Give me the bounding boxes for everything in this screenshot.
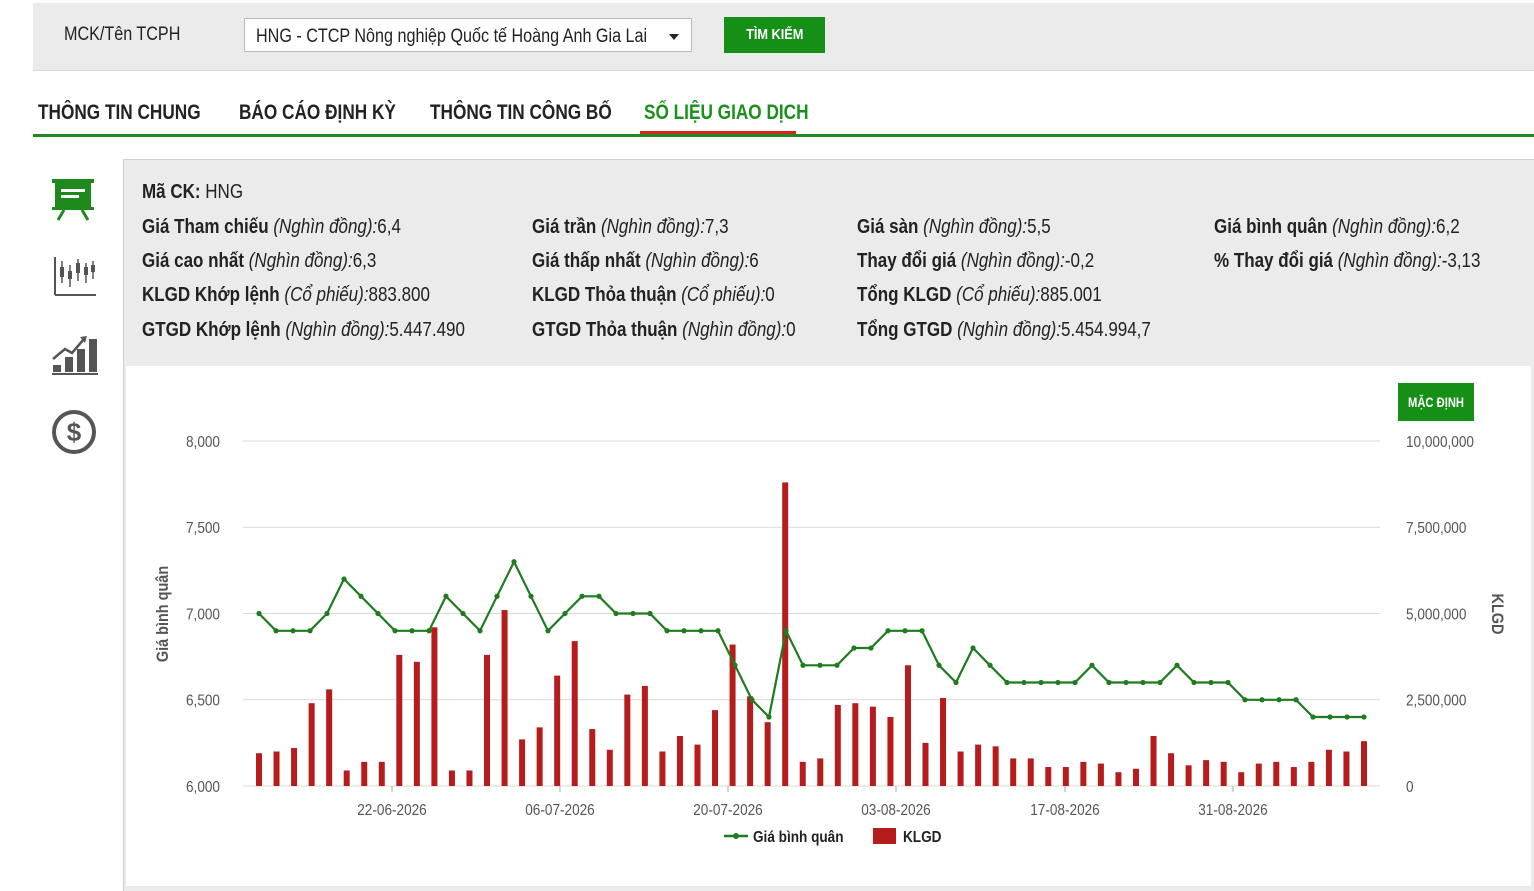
info-unit: (Nghìn đồng): [960, 250, 1065, 272]
info-label: Giá Tham chiếu [142, 216, 269, 238]
info-value: 6,4 [377, 216, 401, 238]
info-label: Tổng KLGD [857, 284, 952, 306]
info-value: 883.800 [368, 284, 430, 306]
tab-general-info[interactable]: THÔNG TIN CHUNG [38, 101, 201, 124]
info-label: GTGD Khớp lệnh [142, 319, 281, 341]
growth-chart-icon[interactable] [50, 331, 100, 377]
tab-bar: THÔNG TIN CHUNG BÁO CÁO ĐỊNH KỲ THÔNG TI… [33, 96, 1534, 136]
info-item: % Thay đổi giá (Nghìn đồng):-3,13 [1214, 250, 1480, 273]
chart-area [126, 366, 1531, 886]
search-label: MCK/Tên TCPH [64, 24, 181, 45]
search-button-label: TÌM KIẾM [745, 26, 804, 43]
info-unit: (Nghìn đồng): [1337, 250, 1442, 272]
info-value: 0 [765, 284, 775, 306]
info-item: GTGD Thỏa thuận (Nghìn đồng):0 [532, 319, 796, 342]
info-unit: (Cổ phiếu): [681, 284, 766, 306]
info-item: KLGD Thỏa thuận (Cổ phiếu):0 [532, 284, 775, 307]
info-item: Giá trần (Nghìn đồng):7,3 [532, 216, 729, 239]
tabs-divider [33, 134, 1534, 137]
search-bar: MCK/Tên TCPH HNG - CTCP Nông nghiệp Quốc… [33, 3, 1534, 71]
info-label: Giá thấp nhất [532, 250, 641, 272]
info-value: 5,5 [1027, 216, 1051, 238]
tab-trading-data[interactable]: SỐ LIỆU GIAO DỊCH [644, 101, 809, 124]
company-select-value: HNG - CTCP Nông nghiệp Quốc tế Hoàng Anh… [256, 26, 648, 47]
info-unit: (Nghìn đồng): [273, 216, 378, 238]
chevron-down-icon [669, 34, 679, 40]
info-item: Tổng GTGD (Nghìn đồng):5.454.994,7 [857, 319, 1151, 342]
info-item: Giá thấp nhất (Nghìn đồng):6 [532, 250, 759, 273]
info-value: 5.447.490 [389, 319, 465, 341]
reset-default-button[interactable]: MẶC ĐỊNH [1398, 383, 1474, 421]
info-unit: (Nghìn đồng): [600, 216, 705, 238]
info-value: 7,3 [704, 216, 729, 238]
info-item: Giá sàn (Nghìn đồng):5,5 [857, 216, 1051, 239]
info-value: 0 [786, 319, 796, 341]
stock-code-label: Mã CK: [142, 181, 201, 203]
info-label: Thay đổi giá [857, 250, 957, 272]
presentation-board-icon[interactable] [50, 176, 100, 222]
info-unit: (Nghìn đồng): [923, 216, 1028, 238]
info-unit: (Nghìn đồng): [248, 250, 353, 272]
info-value: 5.454.994,7 [1061, 319, 1151, 341]
info-label: Giá sàn [857, 216, 919, 238]
info-label: Giá trần [532, 216, 597, 238]
info-value: -0,2 [1064, 250, 1095, 272]
info-unit: (Cổ phiếu): [956, 284, 1041, 306]
info-label: KLGD Khớp lệnh [142, 284, 280, 306]
tab-disclosures[interactable]: THÔNG TIN CÔNG BỐ [430, 101, 612, 124]
info-item: Giá Tham chiếu (Nghìn đồng):6,4 [142, 216, 401, 239]
info-item: GTGD Khớp lệnh (Nghìn đồng):5.447.490 [142, 319, 465, 342]
candlestick-icon[interactable] [50, 253, 100, 299]
info-value: -3,13 [1441, 250, 1481, 272]
info-item: Giá cao nhất (Nghìn đồng):6,3 [142, 250, 376, 273]
info-unit: (Nghìn đồng): [645, 250, 750, 272]
info-label: GTGD Thỏa thuận [532, 319, 678, 341]
info-unit: (Nghìn đồng): [1332, 216, 1437, 238]
info-item: KLGD Khớp lệnh (Cổ phiếu):883.800 [142, 284, 430, 307]
info-label: Giá bình quân [1214, 216, 1328, 238]
company-select[interactable]: HNG - CTCP Nông nghiệp Quốc tế Hoàng Anh… [244, 18, 692, 52]
reset-default-label: MẶC ĐỊNH [1408, 394, 1464, 410]
info-unit: (Nghìn đồng): [682, 319, 787, 341]
info-unit: (Nghìn đồng): [285, 319, 390, 341]
info-label: % Thay đổi giá [1214, 250, 1334, 272]
stock-code-value: HNG [205, 181, 244, 203]
info-item: Giá bình quân (Nghìn đồng):6,2 [1214, 216, 1460, 239]
tab-periodic-reports[interactable]: BÁO CÁO ĐỊNH KỲ [239, 101, 396, 124]
info-value: 6,2 [1436, 216, 1460, 238]
stock-code: Mã CK: HNG [142, 181, 243, 204]
info-label: KLGD Thỏa thuận [532, 284, 677, 306]
svg-text:$: $ [67, 417, 82, 447]
info-value: 885.001 [1040, 284, 1102, 306]
info-value: 6,3 [352, 250, 377, 272]
info-unit: (Nghìn đồng): [957, 319, 1062, 341]
info-label: Giá cao nhất [142, 250, 245, 272]
info-value: 6 [749, 250, 759, 272]
search-button[interactable]: TÌM KIẾM [724, 17, 825, 53]
dollar-coin-icon[interactable]: $ [50, 409, 100, 455]
info-item: Thay đổi giá (Nghìn đồng):-0,2 [857, 250, 1094, 273]
info-item: Tổng KLGD (Cổ phiếu):885.001 [857, 284, 1102, 307]
info-unit: (Cổ phiếu): [284, 284, 369, 306]
info-label: Tổng GTGD [857, 319, 953, 341]
active-tab-indicator [640, 131, 796, 134]
